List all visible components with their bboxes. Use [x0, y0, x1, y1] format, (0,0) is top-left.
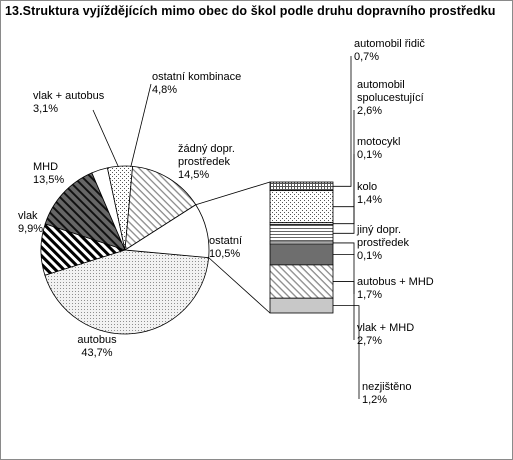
pie-slice-zadny-dopr-prostredek — [124, 165, 197, 251]
pie-slice-autobus — [44, 249, 210, 335]
bar-segment-automobil-ridic — [269, 181, 334, 192]
leader-bar-vlak-mhd — [333, 281, 355, 340]
connector-bottom — [208, 257, 271, 314]
leader-bar-jiny-dopr-prostredek — [333, 242, 355, 255]
bar-segment-vlak-mhd — [269, 264, 334, 299]
bar-label-automobil-ridic: automobil řidič 0,7% — [354, 38, 425, 63]
pie-label-ostatni: ostatní 10,5% — [209, 235, 242, 260]
pie-chart — [40, 165, 210, 335]
breakdown-bar — [269, 181, 334, 314]
bar-segment-automobil-spolucestujici — [269, 190, 334, 224]
pie-label-ostatni-kombinace: ostatní kombinace 4,8% — [152, 71, 241, 96]
breakdown-connectors — [195, 181, 271, 314]
pie-label-vlak-autobus: vlak + autobus 3,1% — [33, 90, 105, 115]
bar-segment-kolo — [269, 224, 334, 243]
bar-segment-nezjisteno — [269, 297, 334, 314]
bar-label-motocykl: motocykl 0,1% — [357, 136, 400, 161]
bar-label-vlak-mhd: vlak + MHD 2,7% — [357, 322, 414, 347]
pie-label-mhd: MHD 13,5% — [33, 161, 64, 186]
bar-label-jiny-dopr-prostredek: jiný dopr. prostředek 0,1% — [356, 224, 409, 262]
bar-label-automobil-spolucestujici: automobil spolucestující 2,6% — [357, 79, 424, 117]
pie-label-autobus: autobus 43,7% — [77, 334, 117, 359]
chart-labels: autobus 43,7% vlak 9,9% MHD 13,5% vlak + autob… — [18, 38, 434, 406]
pie-label-zadny-dopr-prostredek: žádný dopr. prostředek 14,5% — [178, 143, 235, 181]
bar-label-nezjisteno: nezjištěno 1,2% — [362, 381, 412, 406]
leader-bar-kolo — [333, 199, 355, 234]
bar-segment-autobus-mhd — [269, 243, 334, 266]
pie-label-vlak: vlak 9,9% — [18, 210, 43, 235]
bar-label-autobus-mhd: autobus + MHD 1,7% — [357, 276, 434, 301]
bar-label-kolo: kolo 1,4% — [357, 181, 382, 206]
leader-bar-nezjisteno — [333, 305, 360, 399]
leader-ostatni-kombinace — [130, 83, 152, 167]
leader-bar-automobil-ridic — [333, 56, 352, 187]
leader-bar-autobus-mhd — [333, 254, 355, 294]
connector-top — [195, 181, 271, 206]
pie-slice-mhd — [44, 172, 126, 251]
leader-vlak-autobus — [92, 109, 119, 167]
chart-title: 13.Struktura vyjíždějících mimo obec do … — [5, 4, 496, 18]
